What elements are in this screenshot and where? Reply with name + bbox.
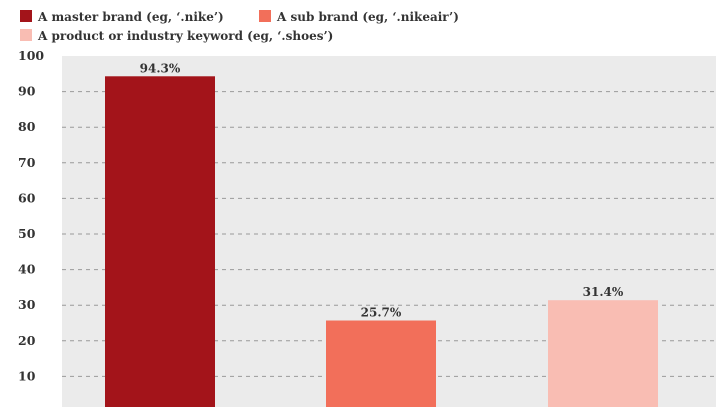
- bar-1: [105, 76, 215, 407]
- y-axis-tick-labels: 0 10 20 30 40 50 60 70 80 90 100: [18, 48, 44, 407]
- y-tick-label-30: 30: [18, 297, 36, 312]
- data-label-1: 94.3%: [140, 61, 181, 75]
- y-tick-label-50: 50: [18, 226, 36, 241]
- legend-swatch-1: [20, 10, 32, 22]
- bar-3: [548, 300, 658, 407]
- legend-label-2: A sub brand (eg, ‘.nikeair’): [276, 10, 459, 24]
- data-label-2: 25.7%: [361, 306, 402, 320]
- y-tick-label-0: 0: [18, 404, 27, 407]
- y-tick-label-10: 10: [18, 368, 36, 383]
- legend-swatch-2: [259, 10, 271, 22]
- y-tick-label-70: 70: [18, 155, 36, 170]
- bars: [105, 76, 658, 407]
- y-tick-label-40: 40: [18, 262, 36, 277]
- legend-label-1: A master brand (eg, ‘.nike’): [37, 10, 224, 24]
- data-labels: 94.3% 25.7% 31.4%: [140, 61, 624, 319]
- y-tick-label-80: 80: [18, 119, 36, 134]
- bar-2: [326, 320, 436, 407]
- y-tick-label-100: 100: [18, 48, 44, 63]
- legend: A master brand (eg, ‘.nike’) A sub brand …: [20, 10, 459, 43]
- legend-label-3: A product or industry keyword (eg, ‘.sho…: [37, 29, 333, 43]
- y-tick-label-20: 20: [18, 333, 36, 348]
- data-label-3: 31.4%: [583, 285, 624, 299]
- y-tick-label-90: 90: [18, 84, 36, 99]
- y-tick-label-60: 60: [18, 190, 36, 205]
- legend-swatch-3: [20, 29, 32, 41]
